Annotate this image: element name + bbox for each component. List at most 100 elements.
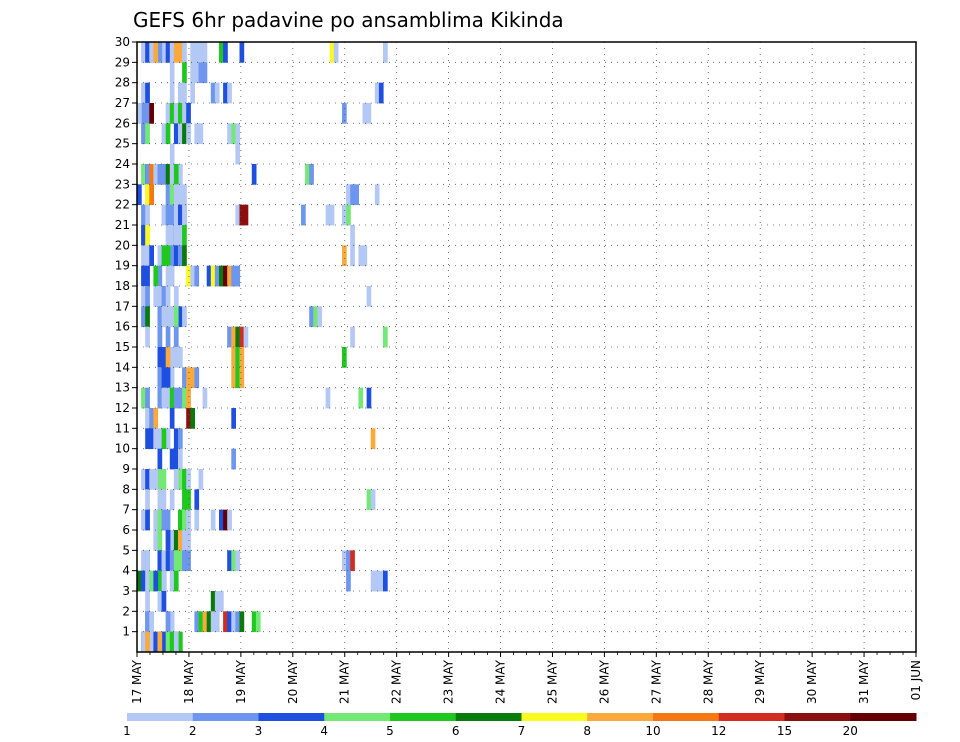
heatmap-cell — [182, 184, 187, 206]
heatmap-cell — [153, 530, 159, 551]
grid-lines — [137, 42, 916, 652]
heatmap-cell — [198, 611, 204, 633]
heatmap-cell — [161, 570, 167, 592]
y-tick-label: 10 — [115, 442, 130, 456]
heatmap-cell — [165, 306, 171, 328]
heatmap-cell — [366, 489, 372, 511]
heatmap-cell — [358, 387, 364, 409]
heatmap-cell — [165, 550, 171, 572]
heatmap-cell — [239, 326, 245, 348]
heatmap-cell — [182, 367, 187, 389]
heatmap-cell — [182, 82, 187, 104]
heatmap-cell — [198, 469, 204, 490]
heatmap-cell — [173, 245, 179, 267]
heatmap-cell — [165, 428, 171, 450]
heatmap-cell — [137, 570, 142, 592]
heatmap-cell — [169, 62, 175, 84]
heatmap-cell — [161, 164, 167, 185]
heatmap-cell — [169, 387, 175, 409]
heatmap-cell — [169, 408, 175, 429]
heatmap-cell — [374, 82, 380, 104]
heatmap-cell — [161, 286, 167, 307]
heatmap-cell — [194, 489, 200, 511]
heatmap-cell — [358, 245, 364, 267]
heatmap-cell — [173, 184, 179, 206]
heatmap-cell — [173, 631, 179, 653]
colorbar-swatch — [718, 713, 785, 721]
heatmap-cell — [161, 367, 167, 389]
heatmap-cell — [178, 631, 183, 653]
heatmap-cell — [342, 245, 347, 267]
y-tick-label: 19 — [115, 259, 130, 273]
heatmap-cell — [153, 631, 159, 653]
heatmap-cell — [137, 184, 142, 206]
heatmap-cell — [161, 550, 167, 572]
heatmap-cell — [153, 164, 159, 185]
x-tick-label: 22 MAY — [390, 659, 404, 704]
heatmap-cell — [227, 509, 232, 531]
heatmap-cell — [145, 428, 150, 450]
heatmap-cell — [329, 42, 335, 63]
heatmap-cell — [149, 103, 154, 124]
heatmap-cell — [157, 306, 163, 328]
heatmap-cell — [145, 591, 150, 612]
heatmap-cell — [161, 245, 167, 267]
heatmap-cell — [342, 204, 347, 226]
heatmap-cell — [370, 570, 376, 592]
heatmap-cell — [157, 428, 163, 450]
heatmap-cell — [190, 265, 195, 287]
heatmap-cell — [223, 265, 228, 287]
heatmap-cell — [145, 408, 150, 429]
heatmap-cell — [157, 265, 163, 287]
heatmap-cell — [149, 184, 154, 206]
heatmap-cell — [198, 123, 204, 145]
heatmap-cell — [149, 428, 154, 450]
heatmap-cell — [145, 123, 150, 145]
heatmap-cell — [157, 245, 163, 267]
heatmap-cell — [239, 204, 245, 226]
heatmap-cell — [362, 245, 368, 267]
heatmap-cell — [157, 570, 163, 592]
heatmap-cell — [350, 326, 355, 348]
heatmap-cell — [186, 489, 191, 511]
heatmap-cell — [374, 570, 380, 592]
heatmap-cell — [251, 611, 257, 633]
heatmap-cell — [378, 570, 384, 592]
colorbar-swatch — [587, 713, 654, 721]
heatmap-cell — [165, 286, 171, 307]
heatmap-cell — [190, 62, 195, 84]
colorbar-swatch — [784, 713, 851, 721]
heatmap-cell — [194, 611, 200, 633]
heatmap-cell — [141, 103, 146, 124]
heatmap-cell — [206, 265, 212, 287]
heatmap-cell — [227, 550, 232, 572]
colorbar-label: 10 — [645, 724, 660, 738]
x-tick-label: 31 MAY — [857, 659, 871, 704]
heatmap-cell — [370, 428, 376, 450]
heatmap-cell — [219, 42, 224, 63]
heatmap-cell — [157, 489, 163, 511]
heatmap-cell — [157, 509, 163, 531]
heatmap-cell — [141, 82, 146, 104]
heatmap-cell — [227, 611, 232, 633]
heatmap-cell — [149, 631, 154, 653]
y-tick-label: 30 — [115, 35, 130, 49]
colorbar-label: 1 — [123, 724, 131, 738]
heatmap-cell — [165, 265, 171, 287]
heatmap-cell — [153, 428, 159, 450]
x-tick-label: 28 MAY — [701, 659, 715, 704]
y-tick-label: 20 — [115, 238, 130, 252]
heatmap-cell — [165, 42, 171, 63]
heatmap-cell — [173, 428, 179, 450]
heatmap-cell — [333, 42, 339, 63]
y-tick-label: 17 — [115, 299, 130, 313]
heatmap-cell — [219, 265, 224, 287]
heatmap-cell — [223, 82, 228, 104]
heatmap-cell — [173, 123, 179, 145]
heatmap-cell — [186, 123, 191, 145]
heatmap-cell — [165, 631, 171, 653]
heatmap-cell — [157, 448, 163, 470]
heatmap-cell — [227, 123, 232, 145]
y-tick-label: 28 — [115, 76, 130, 90]
heatmap-cell — [141, 225, 146, 246]
